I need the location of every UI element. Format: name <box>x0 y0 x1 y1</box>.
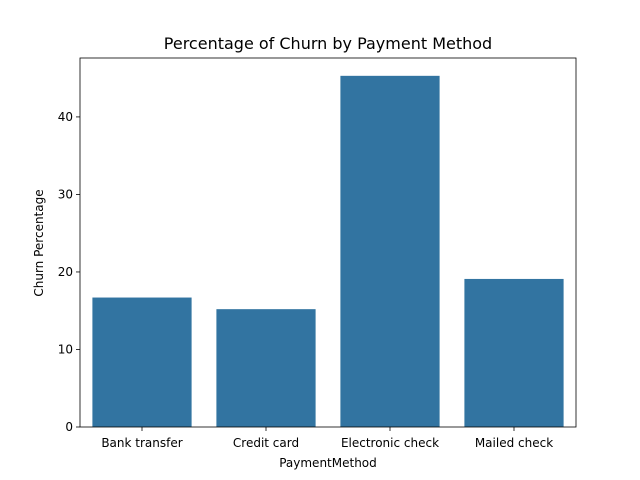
y-axis-ticks: 0 10 20 30 40 <box>58 110 80 434</box>
x-tick-label: Bank transfer <box>101 436 182 450</box>
y-tick-label: 40 <box>58 110 73 124</box>
plot-frame <box>79 57 577 428</box>
x-tick-label: Credit card <box>233 436 299 450</box>
bar-mailed-check <box>464 278 564 427</box>
x-tick-label: Electronic check <box>341 436 439 450</box>
y-tick-label: 30 <box>58 187 73 201</box>
y-tick-label: 10 <box>58 342 73 356</box>
bar-credit-card <box>216 309 316 427</box>
y-axis-label: Churn Percentage <box>32 189 46 296</box>
x-axis-label: PaymentMethod <box>279 456 377 470</box>
y-tick-label: 0 <box>65 420 73 434</box>
x-axis-ticks: Bank transfer Credit card Electronic check… <box>101 427 553 450</box>
x-tick-label: Mailed check <box>475 436 553 450</box>
bar-bank-transfer <box>92 297 192 427</box>
bar-electronic-check <box>340 75 440 427</box>
y-tick-label: 20 <box>58 265 73 279</box>
chart-title: Percentage of Churn by Payment Method <box>164 34 492 53</box>
bars-group <box>92 75 564 427</box>
